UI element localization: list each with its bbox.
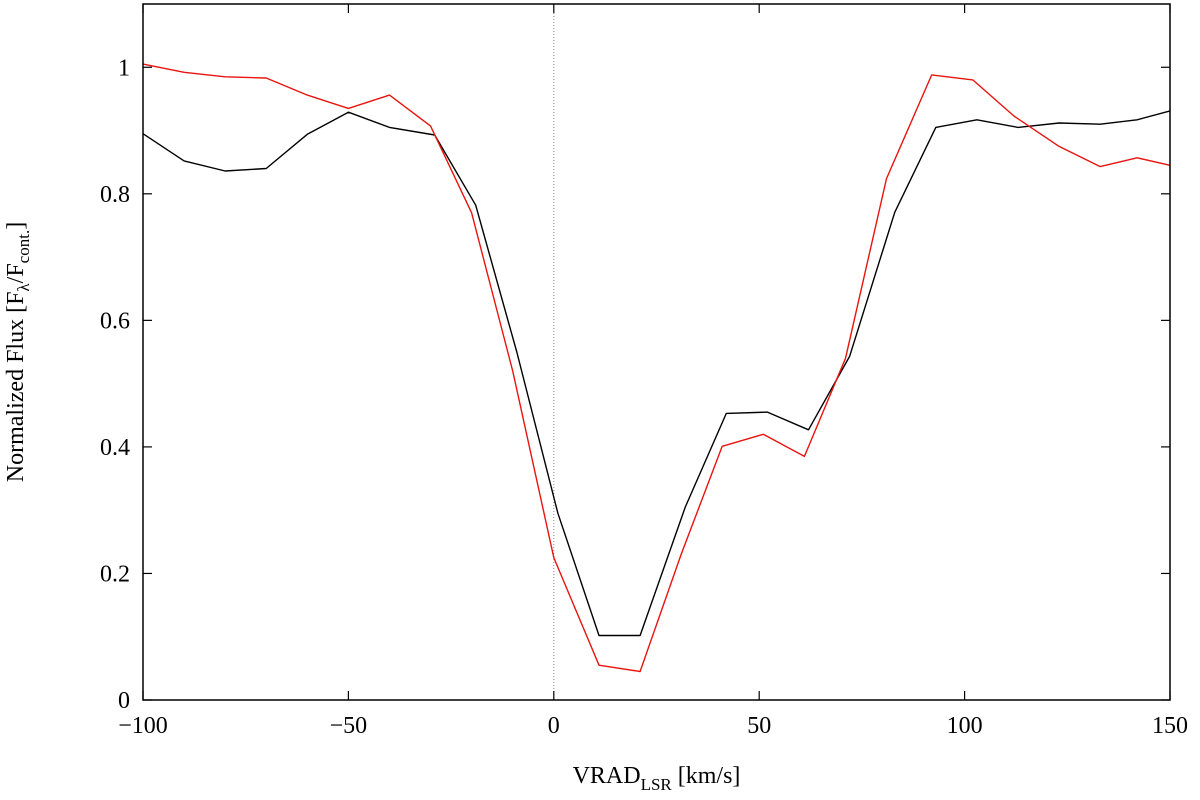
series-line-2 (142, 63, 1171, 673)
x-tick-label: 50 (747, 713, 771, 739)
x-tick-label: −100 (118, 713, 168, 739)
x-tick-label: 150 (1152, 713, 1188, 739)
y-tick-label: 0.8 (100, 182, 130, 208)
plot-frame (142, 3, 1171, 701)
series-line-1 (142, 110, 1171, 637)
x-axis-title: VRADLSR [km/s] (573, 763, 741, 794)
y-tick-label: 0.6 (100, 308, 130, 334)
x-tick-label: 100 (947, 713, 983, 739)
y-axis-title: Normalized Flux [Fλ/Fcont.] (3, 222, 33, 482)
series-layer (142, 63, 1171, 673)
y-tick-label: 0 (118, 688, 130, 714)
x-tick-label: −50 (330, 713, 368, 739)
tick-layer: −100 −50 0 50 100 150 0 0.2 0.4 0.6 0.8 1 (100, 4, 1188, 739)
y-tick-label: 0.4 (100, 435, 130, 461)
y-tick-label: 1 (118, 55, 130, 81)
y-tick-label: 0.2 (100, 561, 130, 587)
x-tick-label: 0 (548, 713, 560, 739)
